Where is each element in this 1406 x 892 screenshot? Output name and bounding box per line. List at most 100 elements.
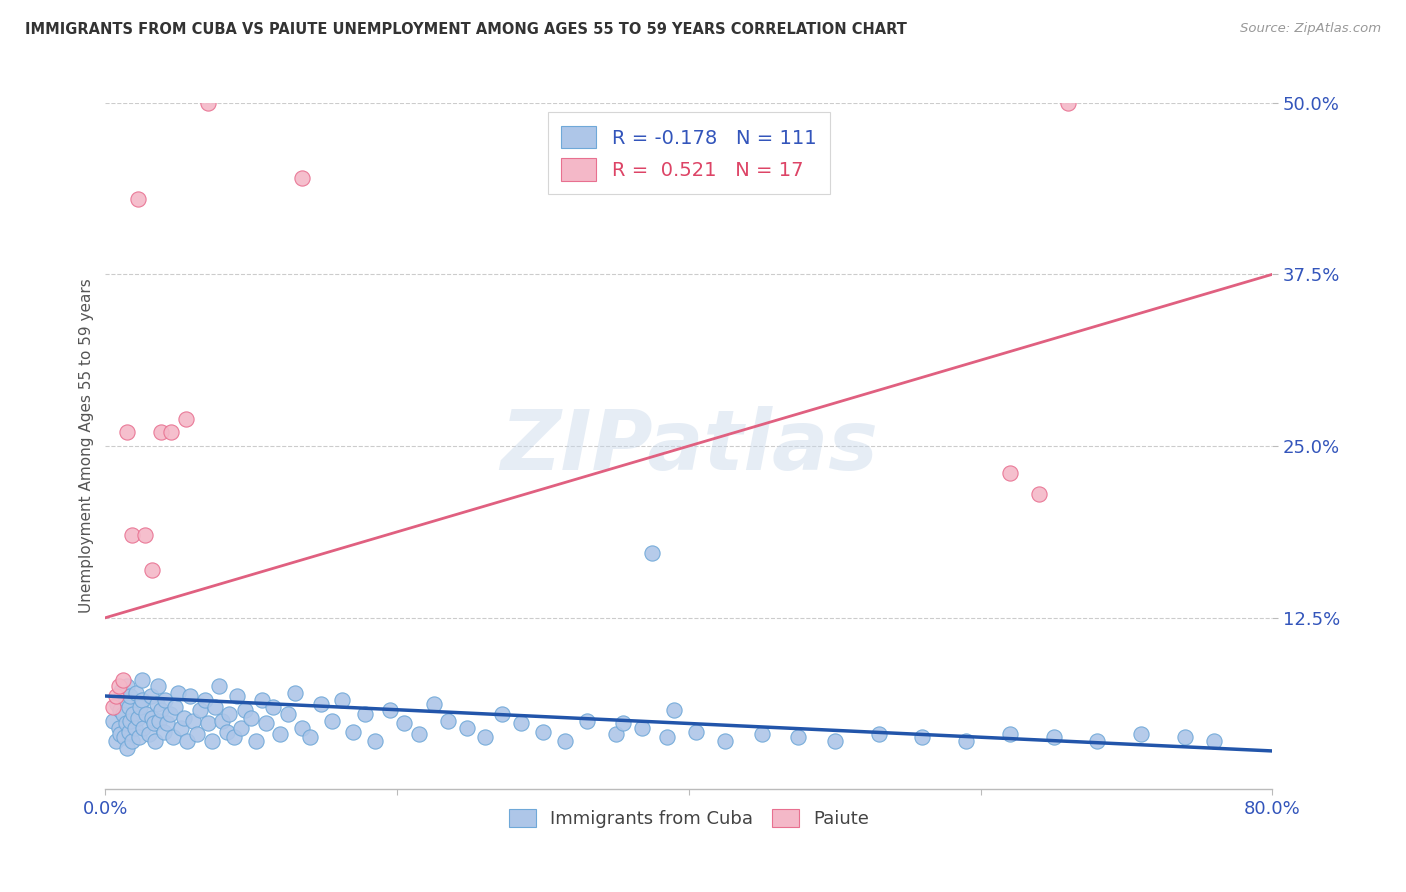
Point xyxy=(262,700,284,714)
Point xyxy=(141,711,163,725)
Point xyxy=(1087,734,1109,748)
Point xyxy=(128,730,150,744)
Point xyxy=(291,171,314,186)
Point xyxy=(751,727,773,741)
Point xyxy=(714,734,737,748)
Point xyxy=(1042,730,1064,744)
Point xyxy=(218,706,240,721)
Point xyxy=(159,706,181,721)
Point xyxy=(142,716,165,731)
Point xyxy=(998,467,1021,481)
Text: Source: ZipAtlas.com: Source: ZipAtlas.com xyxy=(1240,22,1381,36)
Point xyxy=(321,714,343,728)
Text: ZIPatlas: ZIPatlas xyxy=(501,406,877,486)
Point xyxy=(225,689,247,703)
Point xyxy=(250,693,273,707)
Point xyxy=(179,689,201,703)
Point xyxy=(240,711,263,725)
Point xyxy=(664,703,686,717)
Point xyxy=(554,734,576,748)
Point xyxy=(118,724,141,739)
Point xyxy=(101,700,124,714)
Point xyxy=(612,716,634,731)
Point xyxy=(173,711,195,725)
Point xyxy=(110,683,132,698)
Point xyxy=(394,716,416,731)
Point xyxy=(342,724,364,739)
Point xyxy=(201,734,224,748)
Point xyxy=(208,680,231,694)
Point xyxy=(162,730,184,744)
Point xyxy=(120,714,142,728)
Point xyxy=(115,716,138,731)
Point xyxy=(955,734,977,748)
Point xyxy=(141,563,163,577)
Point xyxy=(101,714,124,728)
Point xyxy=(204,700,226,714)
Y-axis label: Unemployment Among Ages 55 to 59 years: Unemployment Among Ages 55 to 59 years xyxy=(79,278,94,614)
Point xyxy=(298,730,321,744)
Point xyxy=(378,703,401,717)
Point xyxy=(134,528,156,542)
Point xyxy=(148,714,170,728)
Point xyxy=(167,686,190,700)
Legend: Immigrants from Cuba, Paiute: Immigrants from Cuba, Paiute xyxy=(498,797,880,838)
Point xyxy=(121,528,143,542)
Point xyxy=(211,714,233,728)
Point xyxy=(474,730,496,744)
Point xyxy=(131,673,153,687)
Point xyxy=(422,698,444,712)
Point xyxy=(118,700,141,714)
Point xyxy=(235,703,257,717)
Point xyxy=(129,700,152,714)
Point xyxy=(911,730,934,744)
Point xyxy=(254,716,277,731)
Point xyxy=(186,727,208,741)
Text: IMMIGRANTS FROM CUBA VS PAIUTE UNEMPLOYMENT AMONG AGES 55 TO 59 YEARS CORRELATIO: IMMIGRANTS FROM CUBA VS PAIUTE UNEMPLOYM… xyxy=(25,22,907,37)
Point xyxy=(194,693,217,707)
Point xyxy=(122,706,145,721)
Point xyxy=(160,425,183,440)
Point xyxy=(330,693,353,707)
Point xyxy=(170,721,193,735)
Point xyxy=(174,411,197,425)
Point xyxy=(176,734,198,748)
Point xyxy=(104,689,127,703)
Point xyxy=(132,721,155,735)
Point xyxy=(131,693,153,707)
Point xyxy=(277,706,299,721)
Point xyxy=(125,686,148,700)
Point xyxy=(229,721,252,735)
Point xyxy=(143,734,166,748)
Point xyxy=(104,734,127,748)
Point xyxy=(107,680,129,694)
Point xyxy=(120,689,142,703)
Point xyxy=(1130,727,1153,741)
Point xyxy=(787,730,810,744)
Point xyxy=(121,734,143,748)
Point xyxy=(181,714,204,728)
Point xyxy=(605,727,627,741)
Point xyxy=(149,703,172,717)
Point xyxy=(111,706,134,721)
Point xyxy=(115,693,138,707)
Point xyxy=(354,706,377,721)
Point xyxy=(575,714,598,728)
Point xyxy=(269,727,292,741)
Point xyxy=(655,730,678,744)
Point xyxy=(197,716,219,731)
Point xyxy=(1028,487,1050,501)
Point xyxy=(197,95,219,110)
Point xyxy=(222,730,245,744)
Point xyxy=(1202,734,1225,748)
Point xyxy=(124,721,146,735)
Point xyxy=(408,727,430,741)
Point xyxy=(108,727,131,741)
Point xyxy=(1057,95,1080,110)
Point xyxy=(215,724,238,739)
Point xyxy=(105,698,128,712)
Point xyxy=(139,689,162,703)
Point xyxy=(135,706,157,721)
Point xyxy=(149,425,172,440)
Point xyxy=(111,673,134,687)
